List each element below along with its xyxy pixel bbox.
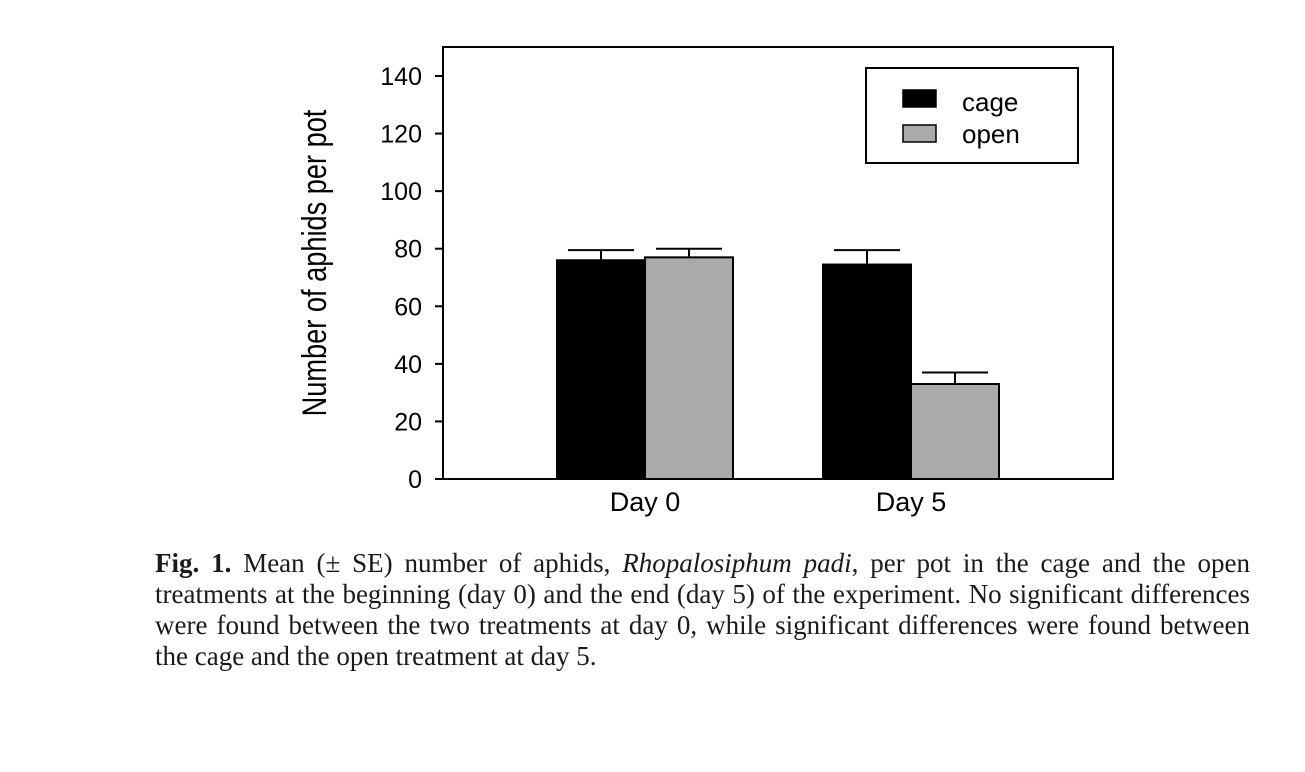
legend-swatch-cage (902, 89, 937, 108)
y-axis-label: Number of aphids per pot (295, 109, 334, 416)
plot-frame (442, 46, 1114, 480)
y-tick-label: 20 (394, 408, 422, 436)
bars (556, 247, 1000, 480)
y-tick-label: 40 (394, 351, 422, 379)
y-tick-label: 100 (380, 178, 422, 206)
legend-label-open: open (962, 119, 1020, 149)
legend: cage open (865, 67, 1079, 164)
caption-text-before: Mean (± SE) number of aphids, (231, 548, 623, 578)
bar-open-day-5 (910, 383, 1000, 480)
y-tick-label: 0 (408, 466, 422, 494)
bar-cage-day-5 (822, 263, 912, 480)
y-tick-label: 60 (394, 293, 422, 321)
caption-text-after: , per pot in the cage and the open treat… (155, 548, 1251, 671)
legend-swatch-open (902, 124, 937, 143)
legend-box (865, 67, 1079, 164)
y-axis: 0 20 40 60 80 100 120 140 (380, 63, 443, 494)
legend-label-cage: cage (962, 87, 1018, 117)
y-tick-label: 140 (380, 63, 422, 91)
y-tick-label: 80 (394, 236, 422, 264)
x-category-label: Day 0 (610, 487, 681, 517)
chart: Number of aphids per pot 0 20 40 60 80 100 120… (295, 46, 1114, 517)
species-name: Rhopalosiphum padi (622, 548, 852, 578)
bar-cage-day-0 (556, 259, 646, 480)
x-axis: Day 0 Day 5 (610, 487, 947, 517)
x-category-label: Day 5 (876, 487, 947, 517)
y-tick-label: 120 (380, 121, 422, 149)
bar-open-day-0 (644, 256, 734, 480)
figure-caption: Fig. 1. Mean (± SE) number of aphids, Rh… (155, 548, 1250, 672)
figure-label: Fig. 1. (155, 548, 232, 578)
